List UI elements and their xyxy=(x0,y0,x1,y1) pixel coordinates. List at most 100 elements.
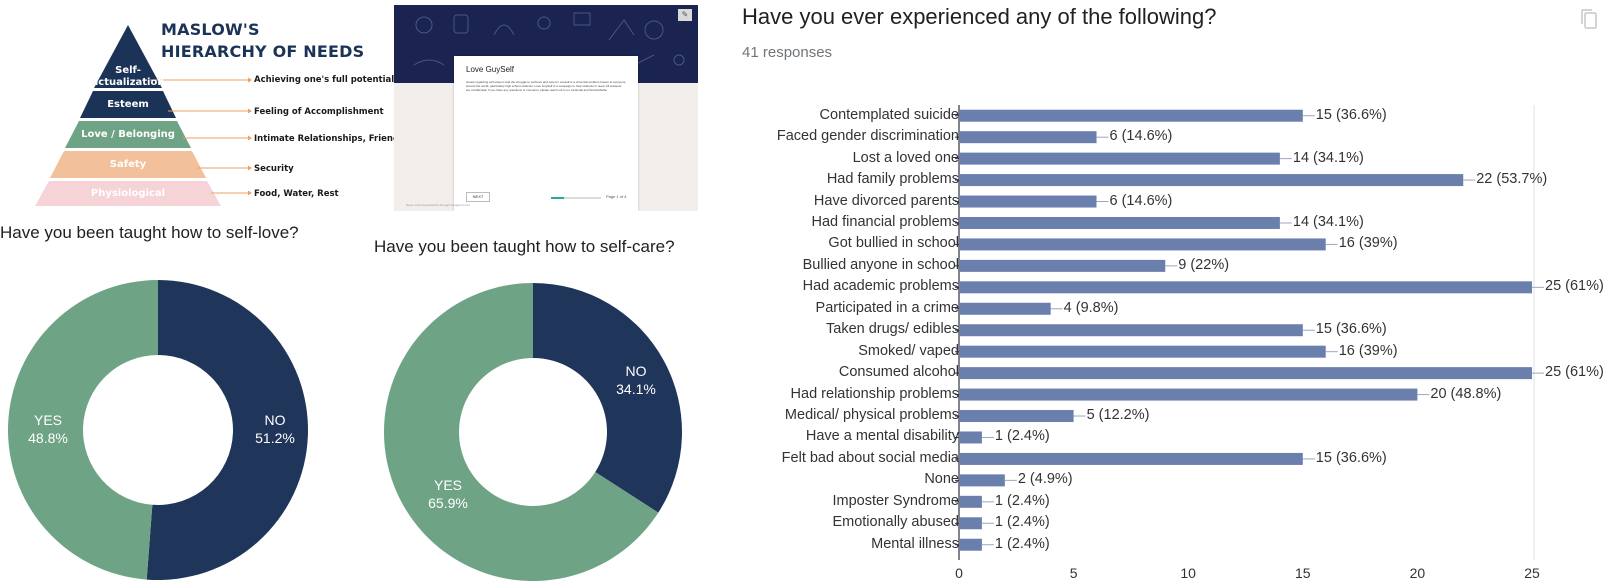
category-label: Have a mental disability xyxy=(805,428,959,445)
pie2-slice-no xyxy=(533,283,682,513)
value-label: 16 (39%) xyxy=(1338,342,1398,359)
bar xyxy=(959,388,1418,401)
need-self-actualization: Achieving one's full potential xyxy=(254,75,395,85)
doodle-pattern xyxy=(413,12,685,66)
value-label: 25 (61%) xyxy=(1545,278,1604,295)
bar xyxy=(959,109,1303,122)
connector-arrow xyxy=(248,77,252,83)
maslow-title-line2: HIERARCHY OF NEEDS xyxy=(161,42,365,61)
value-label: 14 (34.1%) xyxy=(1292,149,1364,166)
pie2-chart xyxy=(384,283,682,581)
level-label-physiological: Physiological xyxy=(90,188,166,199)
connector-arrow xyxy=(248,190,252,196)
pie1-slice-yes xyxy=(7,280,158,580)
maslow-pyramid: MASLOW'S HIERARCHY OF NEEDS Self- actual… xyxy=(0,0,404,210)
value-label: 6 (14.6%) xyxy=(1109,128,1173,145)
bar xyxy=(959,302,1051,315)
bar xyxy=(959,195,1097,208)
pyramid-level-love-belonging xyxy=(65,121,191,148)
category-label: Bullied anyone in school xyxy=(802,256,959,273)
bar xyxy=(959,410,1074,423)
copy-icon[interactable] xyxy=(1581,9,1597,29)
pie1-label-yes: YES 48.8% xyxy=(28,412,68,446)
value-label: 1 (2.4%) xyxy=(994,535,1050,552)
pie1-title: Have you been taught how to self-love? xyxy=(0,223,299,242)
bar xyxy=(959,324,1303,337)
x-tick-label: 20 xyxy=(1409,565,1426,581)
form-progress-bar xyxy=(551,197,601,199)
pie2-title: Have you been taught how to self-care? xyxy=(374,237,675,256)
x-tick-label: 10 xyxy=(1180,565,1196,581)
value-label: 2 (4.9%) xyxy=(1017,471,1073,488)
response-count: 41 responses xyxy=(742,44,833,61)
x-tick-label: 15 xyxy=(1295,565,1311,581)
category-label: Had family problems xyxy=(826,171,959,188)
need-esteem: Feeling of Accomplishment xyxy=(254,107,384,117)
pie2-label-yes: YES 65.9% xyxy=(428,477,468,511)
form-preview: ✎ Love GuySelf Issues regarding self est… xyxy=(394,5,698,211)
level-label-love-belonging: Love / Belonging xyxy=(81,129,175,140)
connector-arrow xyxy=(248,165,252,171)
value-label: 1 (2.4%) xyxy=(994,492,1050,509)
pyramid-level-self-actualization xyxy=(94,25,162,88)
bar xyxy=(959,259,1166,272)
category-label: Faced gender discrimination xyxy=(776,128,959,145)
bar xyxy=(959,517,982,530)
category-label: Mental illness xyxy=(871,535,959,552)
form-title: Love GuySelf xyxy=(466,65,515,74)
connector-arrow xyxy=(248,135,252,141)
connector-arrow xyxy=(248,108,252,114)
bar xyxy=(959,367,1532,380)
bar xyxy=(959,474,1005,487)
category-label: Had academic problems xyxy=(802,278,959,295)
category-label: Contemplated suicide xyxy=(819,106,959,123)
category-label: None xyxy=(924,471,959,488)
pyramid-level-safety xyxy=(50,151,206,178)
pie1-chart xyxy=(7,280,308,580)
x-tick-label: 25 xyxy=(1524,565,1540,581)
value-label: 20 (48.8%) xyxy=(1430,385,1502,402)
category-label: Smoked/ vaped xyxy=(858,342,959,359)
bar xyxy=(959,174,1464,187)
value-label: 6 (14.6%) xyxy=(1109,192,1173,209)
bar-chart-title: Have you ever experienced any of the fol… xyxy=(742,4,1217,29)
value-label: 22 (53.7%) xyxy=(1476,171,1548,188)
form-description: Issues regarding self esteem and the str… xyxy=(466,80,626,92)
value-label: 15 (36.6%) xyxy=(1315,321,1387,338)
bar xyxy=(959,431,982,444)
form-progress-fill xyxy=(551,197,564,199)
value-label: 14 (34.1%) xyxy=(1292,213,1364,230)
value-label: 15 (36.6%) xyxy=(1315,449,1387,466)
category-label: Taken drugs/ edibles xyxy=(826,321,959,338)
value-label: 9 (22%) xyxy=(1178,256,1230,273)
need-physiological: Food, Water, Rest xyxy=(254,189,339,199)
value-label: 16 (39%) xyxy=(1338,235,1398,252)
bar xyxy=(959,216,1280,229)
bar xyxy=(959,131,1097,144)
x-tick-label: 0 xyxy=(955,565,963,581)
bar xyxy=(959,152,1280,165)
bar xyxy=(959,281,1532,294)
edit-icon[interactable]: ✎ xyxy=(678,9,692,21)
category-label: Lost a loved one xyxy=(852,149,959,166)
value-label: 15 (36.6%) xyxy=(1315,106,1387,123)
pyramid-graphic xyxy=(35,25,252,206)
pyramid-level-esteem xyxy=(80,91,176,118)
next-button[interactable]: NEXT xyxy=(466,192,490,202)
category-label: Had financial problems xyxy=(811,213,960,230)
need-safety: Security xyxy=(254,164,294,174)
pyramid-connectors xyxy=(150,77,252,196)
pie2-label-no: NO 34.1% xyxy=(616,363,656,397)
bar xyxy=(959,345,1326,358)
bar xyxy=(959,495,982,508)
value-label: 1 (2.4%) xyxy=(994,514,1050,531)
value-label: 1 (2.4%) xyxy=(994,428,1050,445)
category-label: Participated in a crime xyxy=(815,299,959,316)
maslow-title-line1: MASLOW'S xyxy=(161,20,260,39)
bar xyxy=(959,238,1326,251)
pie1-slice-no xyxy=(146,280,308,580)
category-label: Imposter Syndrome xyxy=(832,492,959,509)
x-tick-label: 5 xyxy=(1069,565,1078,581)
bar xyxy=(959,452,1303,465)
category-label: Got bullied in school xyxy=(828,235,959,252)
